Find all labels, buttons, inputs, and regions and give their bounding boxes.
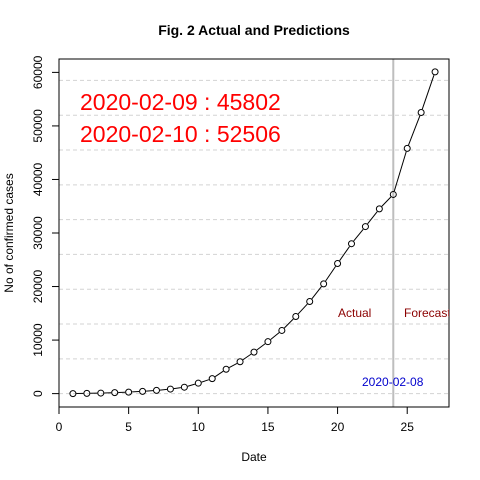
series-actual-and-predicted [69, 68, 439, 398]
x-axis: 0 5 10 15 20 25 [56, 406, 415, 434]
data-point [264, 338, 272, 346]
y-tick-label: 50000 [31, 109, 45, 143]
series-segment [270, 332, 280, 340]
series-segment [242, 353, 252, 361]
series-segment [228, 362, 238, 369]
y-axis: 0 10000 20000 30000 40000 50000 60000 [31, 55, 60, 397]
x-tick-label: 10 [192, 420, 206, 434]
series-segment [297, 303, 308, 315]
data-point [334, 260, 342, 268]
series-segment [159, 388, 167, 391]
series-segment [325, 266, 337, 282]
series-segment [256, 343, 266, 351]
data-point [278, 326, 286, 334]
data-point [348, 240, 355, 248]
series-segment [283, 318, 294, 329]
data-point [403, 144, 411, 152]
series-segment [421, 74, 435, 110]
series-segment [353, 228, 364, 242]
data-point [222, 365, 230, 373]
data-point [431, 68, 439, 76]
data-point [111, 389, 119, 397]
y-tick-label: 10000 [31, 323, 45, 357]
series-segment [381, 196, 392, 207]
grid-lines [59, 79, 449, 395]
data-point [125, 388, 133, 396]
y-tick-label: 20000 [31, 270, 45, 304]
data-point [180, 383, 188, 391]
data-point [292, 313, 300, 321]
data-point [417, 109, 425, 117]
divider-date-label: 2020-02-08 [362, 375, 424, 389]
data-point [166, 385, 174, 393]
data-point [250, 348, 258, 356]
y-tick-label: 60000 [31, 55, 45, 89]
data-point [97, 389, 105, 397]
forecast-region-label: Forecast [404, 306, 451, 320]
series-segment [173, 387, 181, 390]
chart-title: Fig. 2 Actual and Predictions [158, 22, 350, 38]
prediction-annotation-1: 2020-02-09 : 45802 [80, 89, 281, 115]
series-segment [408, 115, 421, 146]
data-point [236, 358, 244, 366]
data-point [306, 298, 314, 306]
data-point [83, 389, 91, 397]
prediction-annotation-2: 2020-02-10 : 52506 [80, 121, 281, 147]
x-tick-label: 20 [331, 420, 345, 434]
x-tick-label: 0 [56, 420, 63, 434]
series-segment [201, 379, 210, 383]
y-axis-label: No of confirmed cases [2, 173, 16, 292]
data-point [320, 280, 328, 288]
data-point [361, 223, 369, 231]
data-point [153, 386, 160, 394]
series-segment [393, 151, 407, 192]
series-segment [214, 370, 224, 378]
data-point [389, 190, 397, 198]
series-segment [339, 246, 350, 261]
series-segment [187, 383, 196, 387]
data-point [139, 387, 147, 395]
actual-region-label: Actual [338, 306, 371, 320]
data-point [208, 375, 216, 383]
data-point [69, 390, 77, 398]
x-tick-label: 5 [125, 420, 132, 434]
y-tick-label: 40000 [31, 162, 45, 196]
x-tick-label: 15 [261, 420, 275, 434]
data-point [375, 205, 383, 213]
data-point [194, 379, 202, 387]
y-tick-label: 0 [31, 390, 45, 397]
y-tick-label: 30000 [31, 216, 45, 250]
series-segment [367, 211, 378, 225]
series-segment [311, 286, 322, 300]
x-axis-label: Date [241, 450, 267, 464]
x-tick-label: 25 [401, 420, 415, 434]
